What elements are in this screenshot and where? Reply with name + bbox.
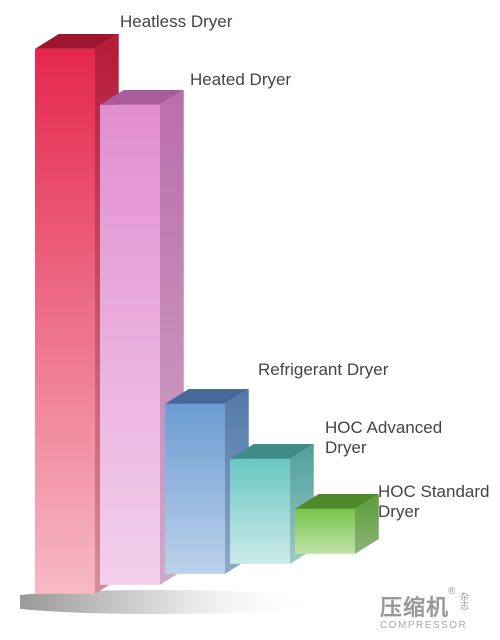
bar-label-3: HOC AdvancedDryer [325, 418, 442, 459]
dryer-energy-chart: Heatless Dryer Heated Dryer [0, 0, 500, 640]
bar-label-1: Heated Dryer [190, 70, 291, 90]
bar-4 [295, 509, 379, 569]
bar-label-4: HOC StandardDryer [378, 482, 490, 523]
watermark: 压缩机 ® 杂志 COMPRESSOR [380, 590, 467, 631]
watermark-reg: ® [448, 586, 455, 597]
bar-label-2: Refrigerant Dryer [258, 360, 388, 380]
watermark-en: COMPRESSOR [380, 620, 467, 631]
bar-label-0: Heatless Dryer [120, 12, 232, 32]
watermark-cn: 压缩机 [380, 595, 449, 620]
watermark-sup: 杂志 [458, 592, 471, 610]
